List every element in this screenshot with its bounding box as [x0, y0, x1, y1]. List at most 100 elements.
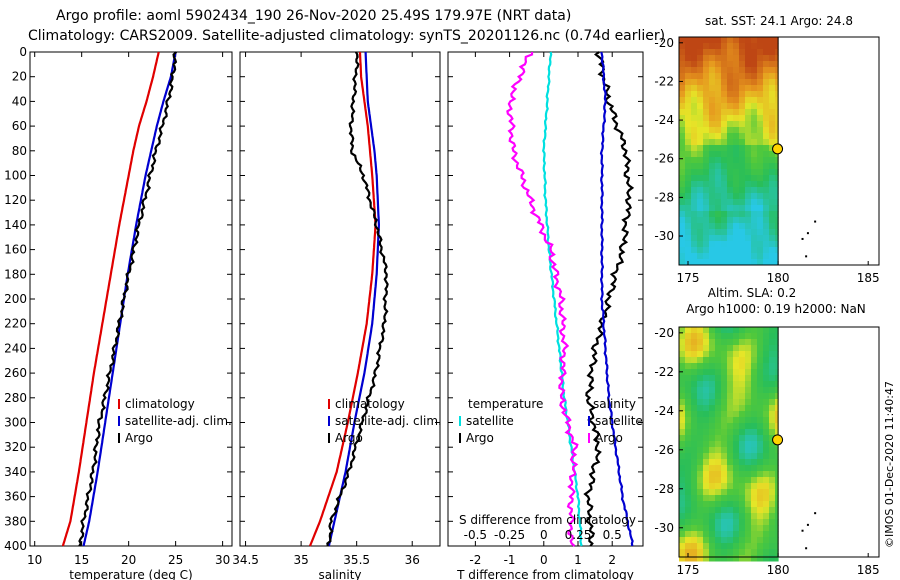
map-cell	[763, 229, 770, 236]
map-cell	[727, 543, 734, 550]
map-cell	[679, 211, 686, 218]
map-cell	[691, 387, 698, 394]
map-cell	[739, 235, 746, 242]
map-cell	[685, 235, 692, 242]
map-cell	[775, 537, 779, 544]
map-cell	[709, 423, 716, 430]
map-cell	[751, 357, 758, 364]
map-cell	[763, 115, 770, 122]
map-cell	[679, 549, 686, 556]
map-cell	[679, 459, 686, 466]
map-cell	[745, 399, 752, 406]
map-cell	[691, 351, 698, 358]
map-cell	[745, 79, 752, 86]
map-cell	[715, 441, 722, 448]
map-cell	[751, 489, 758, 496]
map-cell	[691, 49, 698, 56]
map-cell	[703, 459, 710, 466]
map-cell	[691, 477, 698, 484]
map-cell	[739, 43, 746, 50]
map-cell	[721, 97, 728, 104]
map-cell	[679, 91, 686, 98]
legend-label: satellite	[595, 414, 643, 428]
map-cell	[739, 339, 746, 346]
map-cell	[685, 187, 692, 194]
map-cell	[757, 333, 764, 340]
map-cell	[727, 205, 734, 212]
map-cell	[715, 519, 722, 526]
map-cell	[745, 459, 752, 466]
map-cell	[727, 333, 734, 340]
map-cell	[715, 241, 722, 248]
map-cell	[715, 345, 722, 352]
map-cell	[733, 399, 740, 406]
map-cell	[739, 145, 746, 152]
map-cell	[709, 381, 716, 388]
map-cell	[757, 513, 764, 520]
map-cell	[733, 369, 740, 376]
map-cell	[685, 85, 692, 92]
map-cell	[739, 115, 746, 122]
map-cell	[733, 339, 740, 346]
salinity-profile-panel: 34.5 35 35.5 36 salinity climatology satellite…	[232, 51, 442, 580]
map-cell	[733, 411, 740, 418]
map-cell	[775, 61, 779, 68]
map-cell	[739, 465, 746, 472]
map-cell	[703, 73, 710, 80]
map-cell	[697, 441, 704, 448]
map-cell	[727, 477, 734, 484]
map-cell	[733, 483, 740, 490]
map-cell	[715, 133, 722, 140]
map-cell	[745, 139, 752, 146]
map-cell	[727, 55, 734, 62]
map-cell	[769, 109, 776, 116]
map-cell	[775, 43, 779, 50]
map-cell	[739, 163, 746, 170]
map-cell	[685, 115, 692, 122]
map-cell	[691, 339, 698, 346]
map-cell	[769, 169, 776, 176]
map-cell	[775, 357, 779, 364]
map-cell	[751, 507, 758, 514]
map-cell	[703, 247, 710, 254]
map-cell	[679, 339, 686, 346]
map-cell	[763, 67, 770, 74]
map-cell	[769, 55, 776, 62]
map-cell	[679, 139, 686, 146]
map-cell	[745, 471, 752, 478]
map-cell	[739, 139, 746, 146]
map-cell	[739, 351, 746, 358]
map-cell	[739, 103, 746, 110]
map-cell	[745, 181, 752, 188]
map-cell	[691, 429, 698, 436]
map-cell	[757, 375, 764, 382]
map-cell	[685, 549, 692, 556]
x-tick-label-salinity: -0.5	[464, 528, 487, 542]
map-cell	[733, 477, 740, 484]
map-cell	[769, 513, 776, 520]
map-cell	[757, 73, 764, 80]
map-cell	[703, 549, 710, 556]
legend-title-salinity: salinity	[593, 397, 636, 411]
map-cell	[751, 459, 758, 466]
map-cell	[685, 387, 692, 394]
map-cell	[691, 465, 698, 472]
map-cell	[727, 127, 734, 134]
map-cell	[715, 453, 722, 460]
map-cell	[733, 157, 740, 164]
island-marker	[801, 529, 804, 532]
map-cell	[757, 393, 764, 400]
map-cell	[721, 193, 728, 200]
map-cell	[769, 393, 776, 400]
map-cell	[769, 97, 776, 104]
map-cell	[691, 97, 698, 104]
map-cell	[739, 519, 746, 526]
map-cell	[709, 333, 716, 340]
map-cell	[703, 79, 710, 86]
map-cell	[703, 61, 710, 68]
y-tick-label: 60	[12, 119, 27, 133]
map-cell	[775, 169, 779, 176]
map-cell	[769, 127, 776, 134]
map-cell	[715, 73, 722, 80]
map-cell	[685, 435, 692, 442]
